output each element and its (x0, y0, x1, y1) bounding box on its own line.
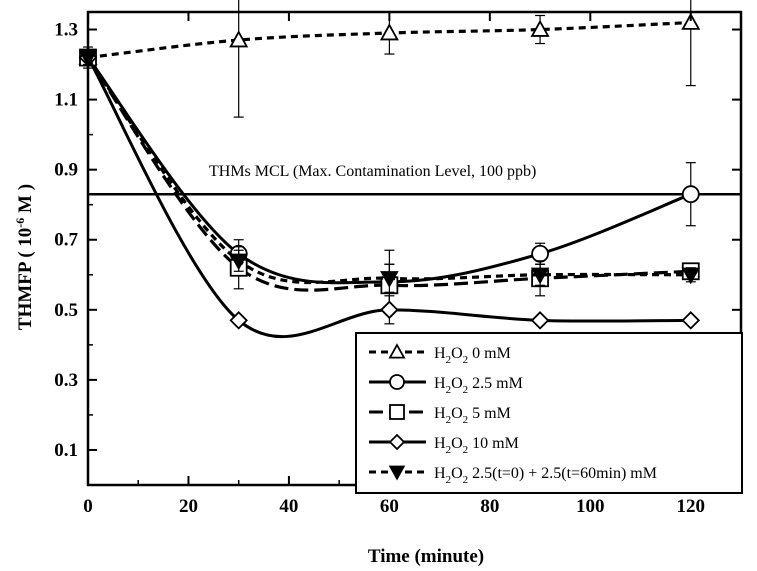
legend-label-part: H (434, 405, 446, 422)
legend-label-part: 2 (446, 444, 452, 456)
legend-entry: H2O2 10 mM (369, 433, 519, 456)
legend-label-part: 2.5 mM (468, 375, 523, 392)
series-line (86, 56, 691, 292)
data-point (681, 185, 700, 204)
legend-label-part: 2 (463, 354, 469, 366)
legend-label-part: H (434, 375, 446, 392)
legend-label-part: 2 (446, 354, 452, 366)
y-tick-label: 0.7 (54, 230, 78, 251)
legend-label: H2O2 2.5(t=0) + 2.5(t=60min) mM (434, 465, 657, 486)
x-tick-label: 80 (480, 496, 499, 517)
legend-marker (388, 343, 406, 359)
x-tick-label: 60 (380, 496, 399, 517)
y-tick-label: 1.1 (54, 90, 78, 111)
mcl-annotation: THMs MCL (Max. Contamination Level, 100 … (209, 163, 536, 180)
legend-entry: H2O2 2.5(t=0) + 2.5(t=60min) mM (369, 465, 657, 486)
data-point (530, 311, 550, 330)
data-point (379, 23, 399, 41)
legend-label: H2O2 5 mM (434, 405, 511, 426)
legend-label: H2O2 0 mM (434, 345, 511, 366)
legend-label-part: O (451, 465, 463, 482)
legend-marker (389, 374, 405, 390)
legend-label-part: O (451, 405, 463, 422)
legend-label: H2O2 2.5 mM (434, 375, 523, 396)
legend-label-part: O (451, 345, 463, 362)
data-point (530, 19, 550, 37)
series-line (86, 56, 691, 339)
data-point (681, 12, 701, 30)
legend-label-part: O (451, 435, 463, 452)
legend-label-part: H (434, 435, 446, 452)
legend-entry: H2O2 5 mM (369, 404, 511, 426)
legend-label-part: 0 mM (468, 345, 511, 362)
x-axis-title: Time (minute) (368, 546, 484, 567)
legend-label-part: O (451, 375, 463, 392)
legend-label-part: 2 (463, 474, 469, 486)
legend-label-part: 2 (463, 384, 469, 396)
data-point (380, 300, 399, 320)
legend-label-part: 2 (463, 444, 469, 456)
x-tick-label: 20 (179, 496, 198, 517)
data-point (229, 311, 248, 330)
data-point (229, 253, 248, 271)
y-axis-title-text: THMFP ( 10 (15, 228, 36, 330)
legend-marker (388, 465, 406, 481)
y-axis-title-unit: M ) (15, 184, 36, 218)
x-tick-label: 0 (83, 496, 93, 517)
data-point (380, 271, 399, 288)
data-point (531, 244, 549, 263)
y-tick-label: 0.3 (54, 370, 78, 391)
legend-label-part: 2 (463, 414, 469, 426)
legend-marker (389, 404, 405, 420)
legend-label-part: 5 mM (468, 405, 511, 422)
y-axis-title-exponent: -6 (13, 218, 27, 228)
x-tick-label: 120 (677, 496, 706, 517)
legend-label-part: 10 mM (468, 435, 519, 452)
data-point (681, 311, 701, 330)
data-point (229, 30, 249, 48)
x-tick-label: 40 (279, 496, 298, 517)
legend-label-part: 2 (446, 384, 452, 396)
legend-label-part: H (434, 465, 446, 482)
legend-label-part: 2.5(t=0) + 2.5(t=60min) mM (468, 465, 657, 482)
y-tick-label: 0.5 (54, 300, 78, 321)
y-tick-label: 1.3 (54, 20, 78, 41)
x-tick-label: 100 (576, 496, 605, 517)
legend-entry: H2O2 2.5 mM (369, 374, 523, 396)
series-line (86, 56, 691, 285)
legend-label-part: H (434, 345, 446, 362)
y-tick-label: 0.1 (54, 440, 78, 461)
data-point (530, 267, 550, 285)
legend-marker (388, 433, 406, 451)
legend-label-part: 2 (446, 414, 452, 426)
legend-entry: H2O2 0 mM (369, 343, 511, 366)
y-tick-label: 0.9 (54, 160, 78, 181)
data-point (681, 267, 701, 285)
legend-label: H2O2 10 mM (434, 435, 519, 456)
legend-label-part: 2 (446, 474, 452, 486)
y-axis-title: THMFP ( 10-6 M ) (13, 184, 36, 330)
